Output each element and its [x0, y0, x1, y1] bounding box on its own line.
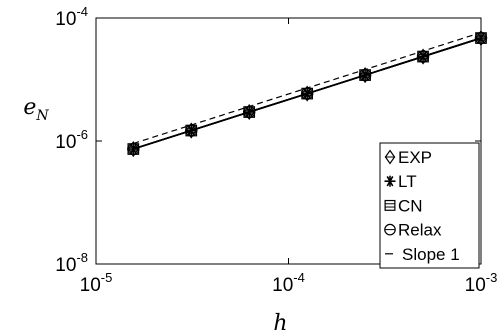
legend-entry-label: Relax — [398, 221, 442, 240]
diamond-marker — [301, 85, 313, 102]
tick-marks — [96, 18, 481, 264]
diamond-marker — [243, 103, 255, 121]
legend-entry-label: EXP — [398, 148, 432, 167]
series-relax — [127, 31, 488, 156]
legend-box — [379, 142, 480, 269]
y-tick-label: 10-6 — [55, 127, 88, 153]
legend-entry-label: Slope 1 — [402, 245, 460, 264]
legend: EXP LT CN Relax Slope 1 — [379, 142, 480, 269]
diamond-marker — [384, 149, 396, 165]
y-axis-label: eN — [23, 95, 49, 124]
series-layer — [127, 30, 488, 158]
diamond-marker — [185, 122, 197, 139]
diamond-marker — [359, 67, 371, 84]
series-slope-1 — [133, 31, 482, 145]
x-tick-label: 10-4 — [272, 270, 305, 296]
axis-labels: 10-5 10-4 10-3 10-8 10-6 10-4 h eN — [23, 4, 497, 335]
legend-entry-label: CN — [398, 196, 423, 215]
series-line — [133, 31, 482, 145]
legend-entry-label: LT — [398, 172, 417, 191]
diamond-marker — [417, 48, 429, 65]
diamond-marker — [127, 140, 139, 158]
x-tick-label: 10-3 — [465, 270, 498, 296]
diamond-marker — [475, 30, 487, 47]
y-tick-label: 10-8 — [55, 250, 88, 276]
y-tick-label: 10-4 — [55, 4, 88, 30]
x-axis-label: h — [273, 311, 287, 335]
x-tick-label: 10-5 — [80, 270, 113, 296]
square-marker — [384, 199, 396, 211]
